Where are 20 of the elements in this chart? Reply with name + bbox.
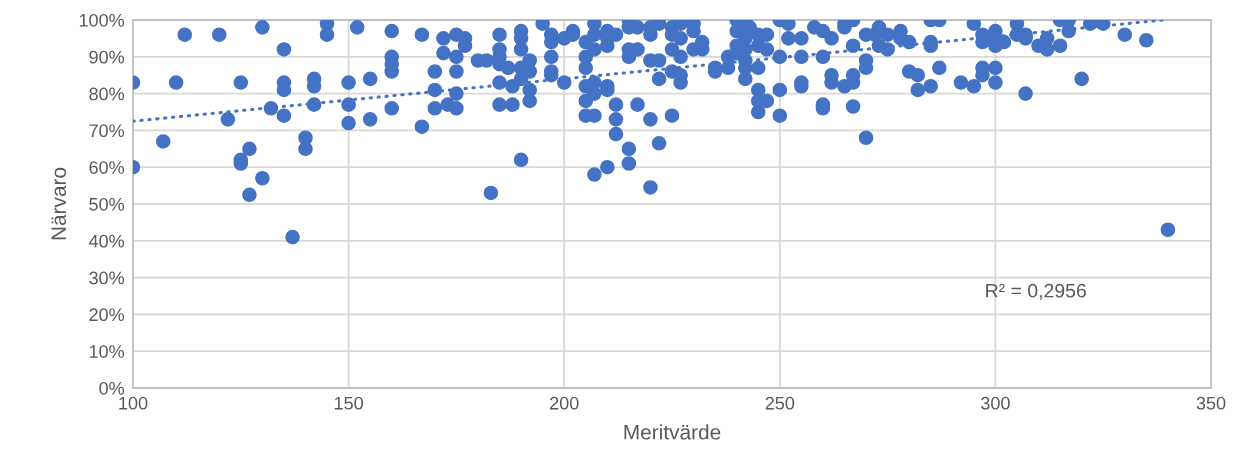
x-axis-title: Meritvärde xyxy=(624,424,721,440)
y-tick-label: 100% xyxy=(79,13,125,27)
annotation: R² = 0,2956 xyxy=(986,283,1086,300)
x-tick-label: 100 xyxy=(119,396,148,410)
y-tick-label: 60% xyxy=(89,161,125,174)
y-tick-label: 10% xyxy=(89,345,125,358)
y-tick-label: 80% xyxy=(89,87,125,101)
x-tick-label: 200 xyxy=(550,396,579,410)
y-tick-label: 90% xyxy=(89,50,125,64)
y-tick-label: 0% xyxy=(99,381,125,395)
y-tick-label: 50% xyxy=(89,197,125,211)
y-tick-label: 40% xyxy=(88,234,125,248)
y-axis-title: Närvaro xyxy=(51,167,67,240)
x-tick-label: 300 xyxy=(981,396,1010,410)
x-tick-label: 150 xyxy=(334,396,363,410)
x-tick-label: 250 xyxy=(765,396,795,410)
x-tick-label: 350 xyxy=(1196,396,1226,410)
y-tick-label: 30% xyxy=(89,271,125,285)
y-tick-label: 20% xyxy=(89,308,125,322)
y-tick-label: 70% xyxy=(89,124,125,138)
